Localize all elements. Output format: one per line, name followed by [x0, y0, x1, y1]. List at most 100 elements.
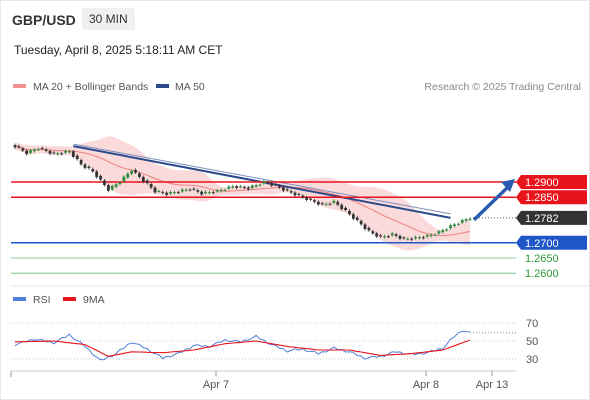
candle-body: [33, 149, 36, 152]
candle-body: [83, 164, 87, 168]
candle-body: [173, 192, 176, 194]
bollinger-legend-label: MA 20 + Bollinger Bands: [33, 81, 148, 93]
candle-body: [110, 185, 114, 190]
candle-body: [75, 155, 79, 160]
candle-body: [394, 234, 398, 236]
candle-body: [429, 234, 433, 237]
candle-body: [274, 184, 277, 186]
candle-body: [95, 171, 99, 178]
candle-body: [44, 149, 48, 151]
candle-body: [371, 231, 375, 234]
level-label-1-2650: 1.2650: [525, 253, 559, 265]
candle-body: [305, 197, 309, 200]
candle-body: [258, 184, 262, 186]
rsi-tick-label-50: 50: [526, 336, 538, 348]
candle-body: [184, 189, 188, 191]
candle-body: [418, 237, 421, 239]
candle-body: [161, 191, 165, 193]
bollinger-legend-swatch: [13, 84, 26, 88]
ma50-legend-label: MA 50: [175, 81, 205, 93]
candle-body: [301, 195, 305, 198]
candle-body: [340, 204, 344, 210]
candle-body: [270, 183, 274, 186]
candle-body: [402, 237, 406, 239]
timeframe-badge[interactable]: 30 MIN: [82, 8, 135, 30]
candle-body: [336, 201, 340, 205]
candle-body: [332, 200, 336, 203]
candle-body: [122, 176, 126, 182]
forecast-arrow-head: [501, 179, 515, 192]
level-label-1-2782: 1.2782: [525, 213, 559, 225]
candle-body: [36, 149, 40, 151]
x-tick-label: Apr 13: [476, 379, 508, 391]
rsi-tick-label-70: 70: [526, 318, 538, 330]
candle-body: [17, 146, 21, 148]
candle-body: [141, 176, 145, 182]
candle-body: [293, 192, 297, 196]
candle-body: [106, 185, 110, 191]
candle-body: [235, 186, 239, 188]
candle-body: [266, 182, 270, 184]
candle-body: [211, 192, 215, 194]
candle-body: [320, 203, 324, 205]
candle-body: [145, 180, 149, 184]
ma50-upper-line: [73, 143, 451, 215]
candle-body: [348, 210, 351, 215]
rsi-line: [14, 330, 471, 361]
candle-body: [223, 189, 227, 191]
candle-body: [243, 187, 246, 189]
candle-body: [25, 150, 29, 155]
candle-body: [316, 201, 320, 205]
symbol-title: GBP/USD: [12, 12, 76, 28]
candle-body: [231, 186, 235, 188]
candle-body: [449, 225, 452, 229]
x-axis: Apr 7 Apr 8 Apr 13: [203, 371, 508, 391]
candle-body: [398, 235, 402, 239]
candle-body: [437, 231, 441, 234]
candle-body: [285, 189, 289, 191]
rsi-legend-label: RSI: [33, 294, 51, 306]
rsi-legend-swatch: [13, 297, 26, 301]
candle-body: [130, 171, 134, 174]
candle-body: [379, 235, 382, 237]
candle-body: [134, 169, 137, 173]
candle-body: [208, 192, 211, 194]
candle-body: [48, 150, 52, 154]
ma20-line: [14, 145, 471, 237]
candle-body: [40, 147, 44, 149]
candle-body: [414, 237, 417, 239]
level-tag-1-2782: [516, 210, 587, 225]
candle-body: [406, 238, 410, 240]
candle-body: [433, 234, 437, 236]
candle-body: [390, 233, 394, 236]
candle-body: [460, 220, 464, 223]
chart-header: GBP/USD 30 MIN: [1, 1, 589, 37]
candle-body: [149, 184, 153, 188]
bollinger-band-area: [15, 136, 470, 251]
candle-body: [239, 186, 242, 188]
level-tag-1-2850: [516, 190, 587, 205]
level-label-1-2900: 1.2900: [525, 177, 559, 189]
rsi-tick-label-30: 30: [526, 354, 538, 366]
candle-body: [351, 214, 355, 219]
ma50-legend-swatch: [156, 84, 169, 88]
candle-body: [464, 219, 468, 221]
rsi-ma-legend-label: 9MA: [83, 294, 105, 306]
candle-body: [153, 187, 157, 193]
candle-body: [309, 198, 312, 200]
candle-body: [68, 151, 71, 153]
candle-body: [103, 180, 106, 186]
credit-label: Research © 2025 Trading Central: [424, 81, 581, 93]
candle-body: [383, 236, 386, 238]
candle-body: [204, 191, 207, 194]
candle-body: [246, 187, 250, 190]
level-label-1-2600: 1.2600: [525, 268, 559, 280]
rsi-panel: 70 50 30: [11, 318, 538, 366]
candle-body: [421, 237, 425, 239]
timestamp: Tuesday, April 8, 2025 5:18:11 AM CET: [14, 43, 223, 57]
forecast-arrow-shaft: [472, 184, 511, 222]
candle-body: [157, 191, 161, 193]
candle-body: [138, 173, 141, 177]
